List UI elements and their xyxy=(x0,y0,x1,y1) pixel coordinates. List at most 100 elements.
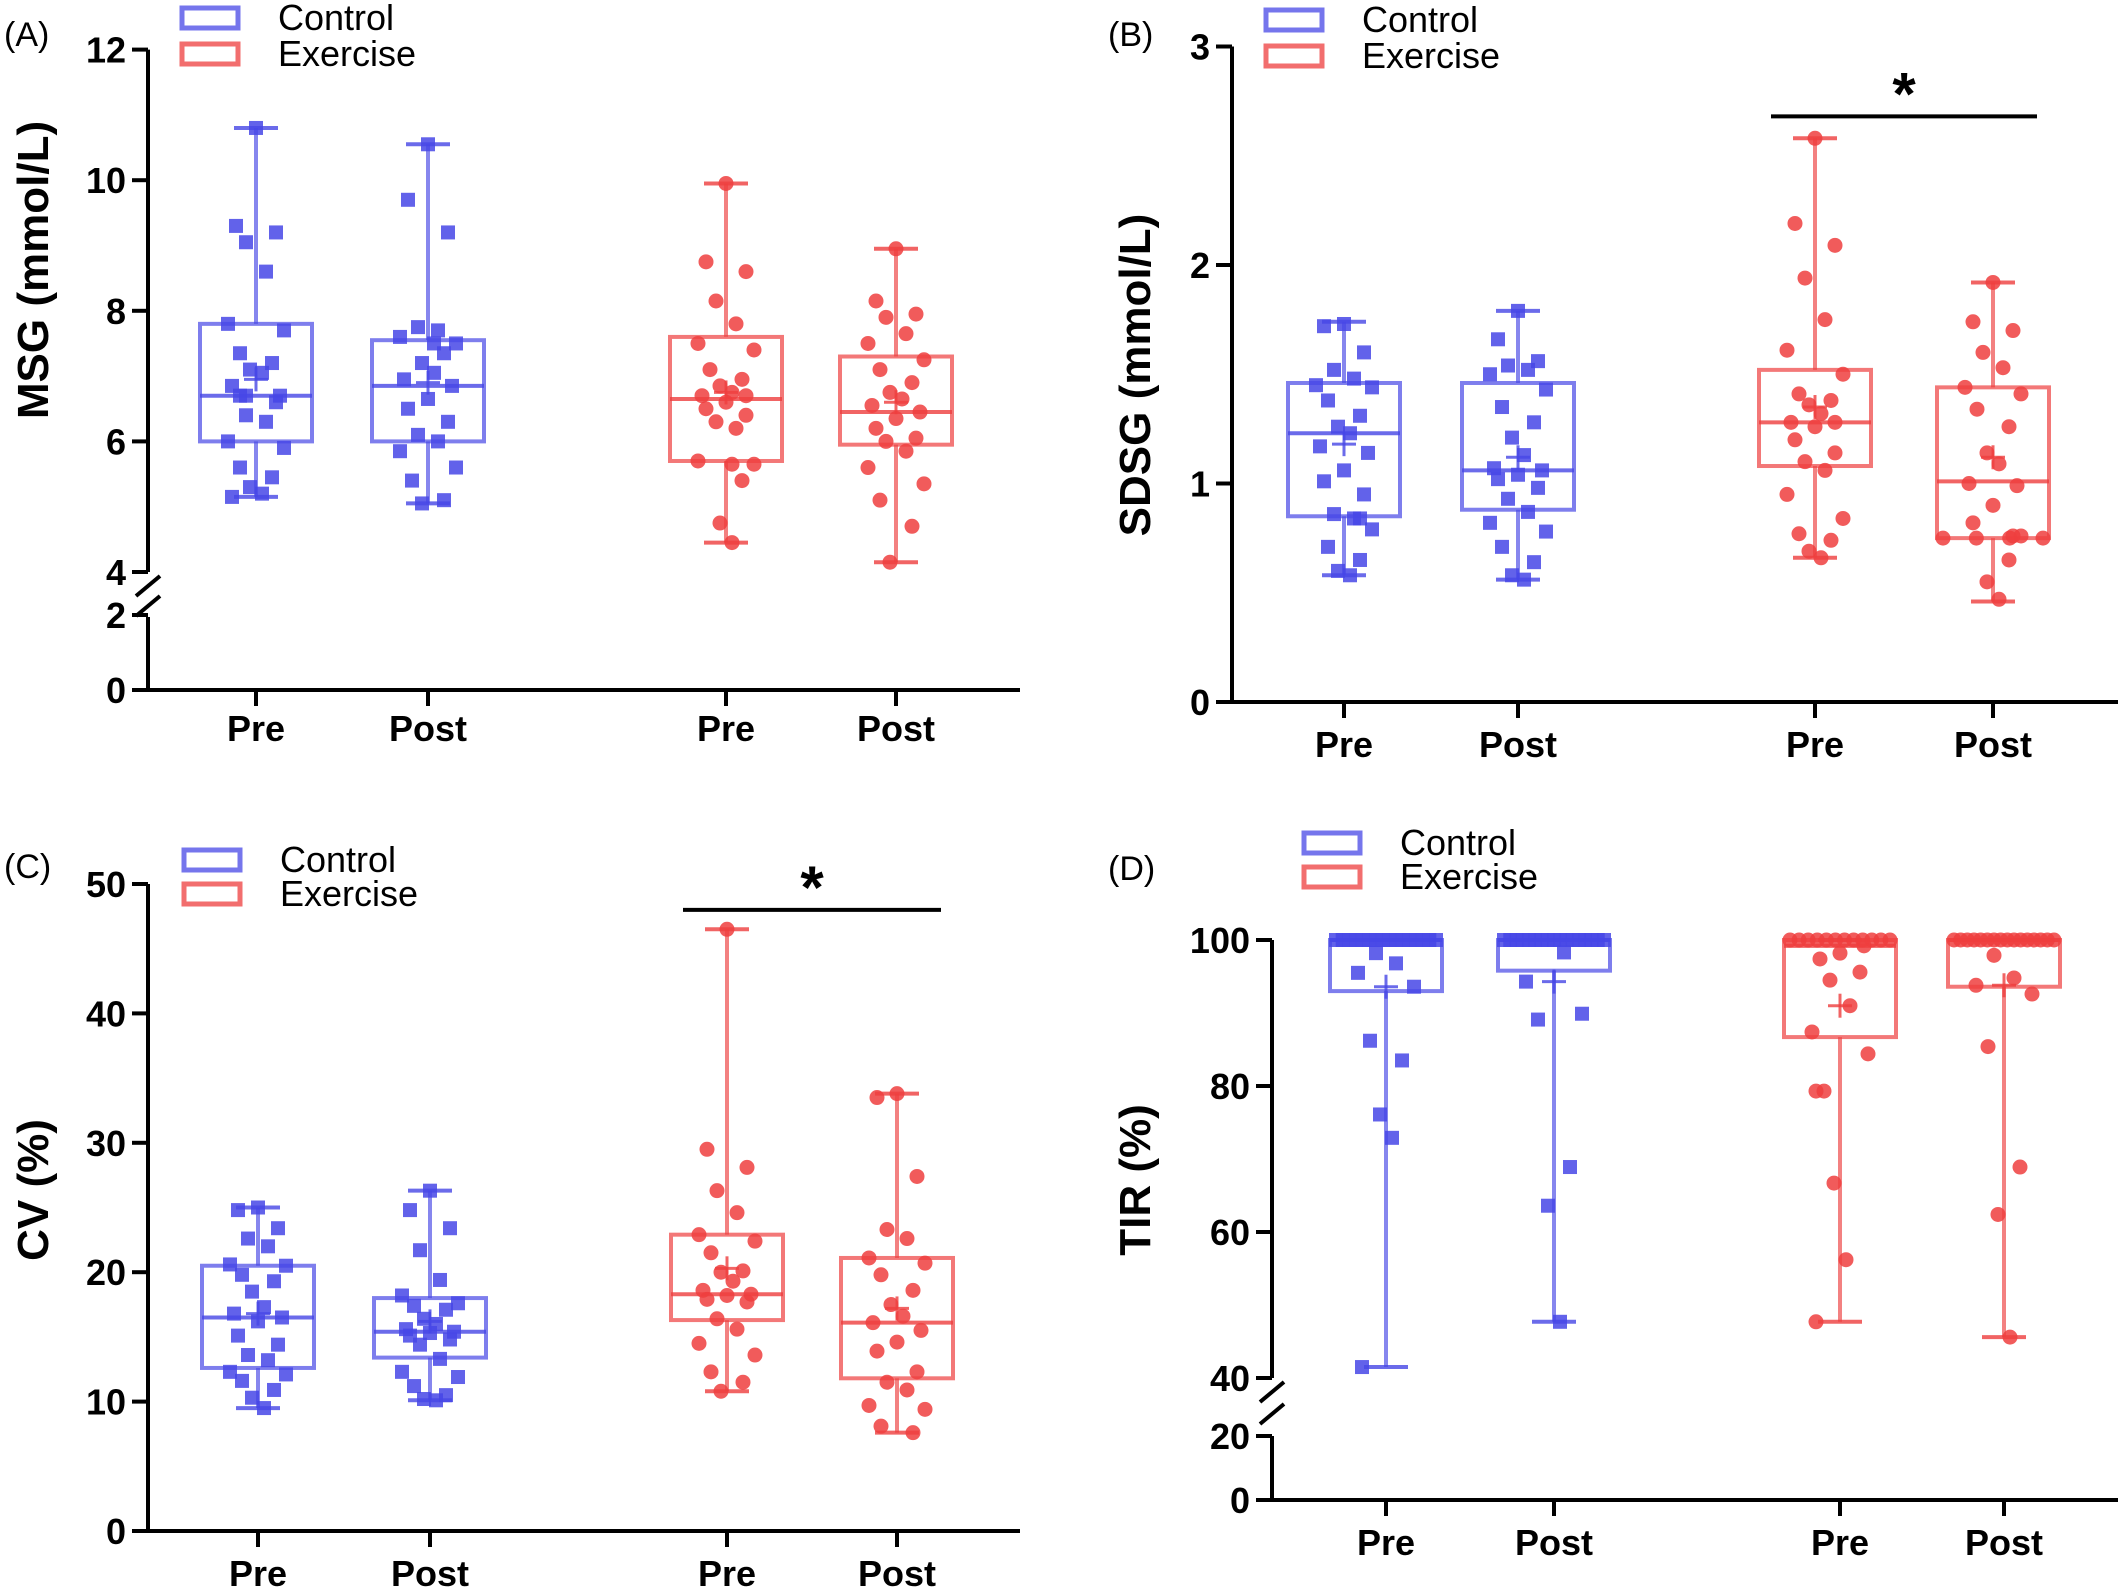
data-point xyxy=(1483,367,1497,382)
data-point xyxy=(1317,319,1331,334)
data-point xyxy=(690,453,706,469)
data-point xyxy=(1535,463,1549,478)
data-point xyxy=(241,1231,255,1246)
data-point xyxy=(395,1288,409,1303)
data-point xyxy=(1856,938,1872,954)
data-point xyxy=(734,371,750,387)
data-point xyxy=(1351,965,1365,980)
data-point xyxy=(1385,1130,1399,1145)
data-point xyxy=(259,264,273,279)
data-point xyxy=(405,473,419,488)
data-point xyxy=(231,1203,245,1218)
y-tick-label: 20 xyxy=(1210,1416,1250,1457)
data-point xyxy=(1968,977,1984,993)
data-point xyxy=(1331,563,1345,578)
data-point xyxy=(403,1203,417,1218)
legend-swatch-control xyxy=(1301,830,1363,856)
data-point xyxy=(451,1296,465,1311)
data-point xyxy=(1521,504,1535,519)
data-point xyxy=(878,433,894,449)
data-point xyxy=(1327,362,1341,377)
data-point xyxy=(1838,1252,1854,1268)
data-point xyxy=(905,1425,921,1441)
data-point xyxy=(267,1274,281,1289)
legend-label-exercise: Exercise xyxy=(1362,35,1500,76)
data-point xyxy=(1517,448,1531,463)
data-point xyxy=(1985,274,2001,290)
data-point xyxy=(1807,130,1823,146)
data-point xyxy=(257,1401,271,1416)
data-point xyxy=(261,1353,275,1368)
data-point xyxy=(1975,344,1991,360)
data-point xyxy=(690,335,706,351)
data-point xyxy=(1429,933,1443,947)
data-point xyxy=(1965,314,1981,330)
data-point xyxy=(889,1334,905,1350)
data-point xyxy=(1968,530,1984,546)
panel-label: (B) xyxy=(1108,16,1153,54)
data-point xyxy=(1797,454,1813,470)
data-point xyxy=(1483,515,1497,530)
data-point xyxy=(231,1328,245,1343)
data-point xyxy=(243,362,257,377)
legend-label-control: Control xyxy=(278,0,394,38)
box-control-pre xyxy=(1286,316,1402,583)
significance-star: * xyxy=(1892,60,1916,127)
data-point xyxy=(861,1250,877,1266)
box-control-post xyxy=(1460,303,1576,587)
data-point xyxy=(735,1263,751,1279)
data-point xyxy=(1935,530,1951,546)
data-point xyxy=(699,1141,715,1157)
box-control-post xyxy=(372,1183,488,1408)
legend-label-control: Control xyxy=(1362,0,1478,40)
data-point xyxy=(1804,1024,1820,1040)
data-point xyxy=(421,391,435,406)
data-point xyxy=(888,411,904,427)
data-point xyxy=(2005,323,2021,339)
box-iqr xyxy=(372,1296,488,1360)
data-point xyxy=(1835,366,1851,382)
data-point xyxy=(1363,1033,1377,1048)
data-point xyxy=(1491,332,1505,347)
data-point xyxy=(713,1383,729,1399)
data-point xyxy=(1373,1107,1387,1122)
data-point xyxy=(271,1337,285,1352)
data-point xyxy=(1779,342,1795,358)
x-tick-label: Post xyxy=(857,708,935,749)
y-tick-label: 2 xyxy=(1190,245,1210,286)
y-tick-label: 6 xyxy=(106,421,126,462)
data-point xyxy=(1313,439,1327,454)
data-point xyxy=(239,235,253,250)
data-point xyxy=(1407,979,1421,994)
y-tick-label: 1 xyxy=(1190,464,1210,505)
data-point xyxy=(1575,1006,1589,1021)
x-tick-label: Post xyxy=(391,1553,469,1590)
data-point xyxy=(694,388,710,404)
data-point xyxy=(1823,532,1839,548)
data-point xyxy=(221,434,235,449)
data-point xyxy=(395,1364,409,1379)
data-point xyxy=(1852,964,1868,980)
box-iqr xyxy=(1935,385,2051,541)
data-point xyxy=(1813,406,1829,422)
data-point xyxy=(2009,478,2025,494)
x-tick-label: Pre xyxy=(1786,724,1844,765)
data-point xyxy=(1827,414,1843,430)
legend-swatch-control xyxy=(179,5,241,31)
data-point xyxy=(719,921,735,937)
data-point xyxy=(239,408,253,423)
data-point xyxy=(718,175,734,191)
data-point xyxy=(1365,380,1379,395)
data-point xyxy=(1353,552,1367,567)
data-point xyxy=(879,1221,895,1237)
data-point xyxy=(277,323,291,338)
box-exercise-pre xyxy=(1757,130,1873,566)
data-point xyxy=(233,346,247,361)
data-point xyxy=(916,476,932,492)
data-point xyxy=(233,460,247,475)
box-control-pre xyxy=(198,120,314,504)
legend-swatch-control xyxy=(1263,7,1325,33)
legend-swatch-exercise xyxy=(1263,43,1325,69)
data-point xyxy=(267,1382,281,1397)
